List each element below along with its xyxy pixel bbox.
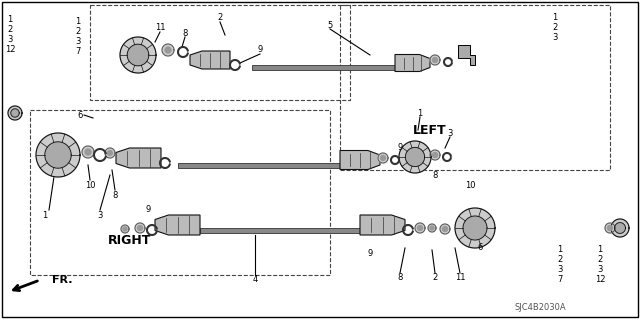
- Polygon shape: [178, 162, 340, 167]
- Polygon shape: [45, 142, 71, 168]
- Text: 2: 2: [597, 256, 603, 264]
- Text: 8: 8: [112, 190, 118, 199]
- Text: 6: 6: [477, 243, 483, 253]
- Polygon shape: [433, 57, 438, 63]
- Text: 3: 3: [597, 265, 603, 275]
- Text: 11: 11: [455, 273, 465, 283]
- Polygon shape: [430, 55, 440, 65]
- Text: 3: 3: [557, 265, 563, 275]
- Polygon shape: [455, 208, 495, 248]
- Polygon shape: [611, 219, 629, 237]
- Text: 1: 1: [552, 13, 557, 23]
- Text: SJC4B2030A: SJC4B2030A: [514, 302, 566, 311]
- Polygon shape: [11, 109, 19, 117]
- Polygon shape: [607, 226, 612, 231]
- Text: RIGHT: RIGHT: [108, 234, 152, 247]
- Polygon shape: [252, 64, 395, 70]
- Text: 2: 2: [433, 273, 438, 283]
- Text: 6: 6: [77, 110, 83, 120]
- Text: 11: 11: [155, 24, 165, 33]
- Polygon shape: [116, 148, 161, 168]
- Text: 2: 2: [557, 256, 563, 264]
- Polygon shape: [430, 150, 440, 160]
- Polygon shape: [433, 152, 438, 158]
- Polygon shape: [463, 216, 487, 240]
- Text: 8: 8: [432, 170, 438, 180]
- Polygon shape: [440, 224, 450, 234]
- Text: 9: 9: [257, 46, 262, 55]
- Polygon shape: [123, 227, 127, 231]
- Polygon shape: [340, 151, 380, 169]
- Polygon shape: [165, 47, 171, 53]
- Polygon shape: [381, 155, 385, 160]
- Text: 1: 1: [42, 211, 47, 219]
- Polygon shape: [415, 223, 425, 233]
- Text: 7: 7: [557, 276, 563, 285]
- Text: 3: 3: [552, 33, 557, 42]
- Text: 8: 8: [397, 273, 403, 283]
- Text: 1: 1: [417, 108, 422, 117]
- Text: 1: 1: [8, 16, 13, 25]
- Text: 12: 12: [4, 46, 15, 55]
- Polygon shape: [417, 226, 422, 231]
- Polygon shape: [430, 226, 434, 230]
- Polygon shape: [85, 149, 91, 155]
- Polygon shape: [405, 147, 424, 167]
- Polygon shape: [36, 133, 80, 177]
- Polygon shape: [105, 148, 115, 158]
- Text: 10: 10: [465, 181, 476, 189]
- Polygon shape: [138, 226, 143, 231]
- Polygon shape: [162, 44, 174, 56]
- Polygon shape: [120, 37, 156, 73]
- Polygon shape: [8, 106, 22, 120]
- Polygon shape: [108, 151, 113, 155]
- Text: 10: 10: [84, 181, 95, 189]
- Text: 5: 5: [328, 20, 333, 29]
- Text: 12: 12: [595, 276, 605, 285]
- Polygon shape: [614, 223, 625, 234]
- Text: 2: 2: [8, 26, 13, 34]
- Text: 7: 7: [76, 48, 81, 56]
- Polygon shape: [190, 51, 230, 69]
- Polygon shape: [399, 141, 431, 173]
- Text: 9: 9: [397, 144, 403, 152]
- Polygon shape: [121, 225, 129, 233]
- Polygon shape: [458, 45, 475, 65]
- Text: 3: 3: [97, 211, 102, 219]
- Text: FR.: FR.: [52, 275, 72, 285]
- Polygon shape: [428, 224, 436, 232]
- Text: 2: 2: [218, 13, 223, 23]
- Text: LEFT: LEFT: [413, 123, 447, 137]
- Text: 2: 2: [76, 27, 81, 36]
- Polygon shape: [200, 227, 360, 233]
- Text: 9: 9: [367, 249, 372, 257]
- Text: 2: 2: [552, 24, 557, 33]
- Text: 3: 3: [76, 38, 81, 47]
- Text: 1: 1: [76, 18, 81, 26]
- Polygon shape: [127, 44, 149, 66]
- Text: 3: 3: [447, 129, 452, 137]
- Text: 9: 9: [145, 205, 150, 214]
- Polygon shape: [135, 223, 145, 233]
- Polygon shape: [395, 55, 430, 71]
- Polygon shape: [605, 223, 615, 233]
- Text: 1: 1: [557, 246, 563, 255]
- Polygon shape: [155, 215, 200, 235]
- Text: 4: 4: [252, 276, 258, 285]
- Text: 8: 8: [182, 28, 188, 38]
- Polygon shape: [82, 146, 94, 158]
- Text: 3: 3: [7, 35, 13, 44]
- Polygon shape: [360, 215, 405, 235]
- Text: 1: 1: [597, 246, 603, 255]
- Polygon shape: [378, 153, 388, 163]
- Polygon shape: [442, 226, 447, 232]
